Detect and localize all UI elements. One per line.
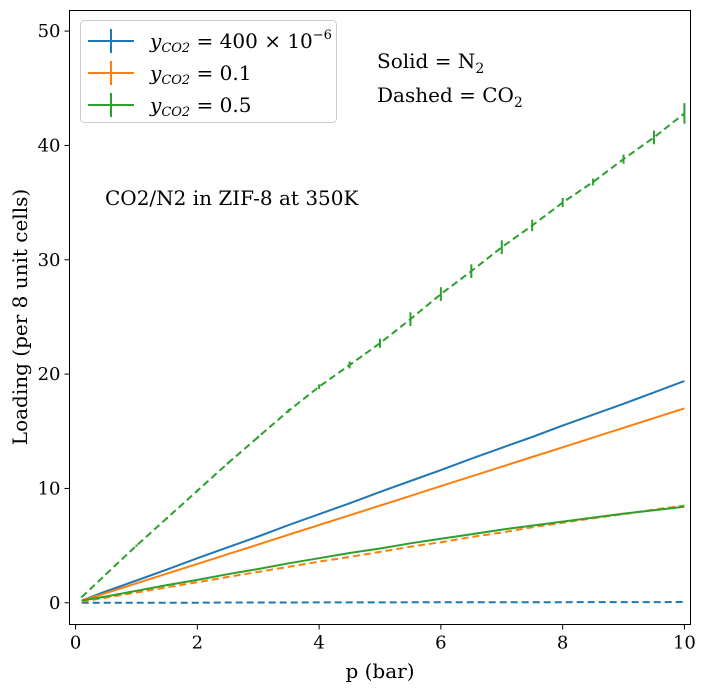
x-axis-label: p (bar) xyxy=(345,659,414,683)
y-tick-label: 10 xyxy=(38,478,61,499)
annotation-system: CO2/N2 in ZIF-8 at 350K xyxy=(105,186,359,210)
ticks-layer: 0 2 4 6 8 10 0 10 20 30 40 50 xyxy=(38,21,696,653)
x-tick-label: 8 xyxy=(557,633,568,654)
x-tick-label: 6 xyxy=(435,633,446,654)
x-tick-label: 2 xyxy=(192,633,203,654)
legend-label: yCO2 = 0.5 xyxy=(149,93,251,120)
series-line-y-co2-0-5-n2 xyxy=(81,505,685,602)
y-tick-label: 0 xyxy=(49,593,60,614)
annotation-solid: Solid = N2 xyxy=(377,49,484,77)
series-line-y-co2-400e-6-n2 xyxy=(81,380,685,602)
x-tick-label: 4 xyxy=(313,633,324,654)
legend-label: yCO2 = 0.1 xyxy=(149,61,251,88)
y-axis-label: Loading (per 8 unit cells) xyxy=(8,189,32,445)
legend: yCO2 = 400 × 10−6 yCO2 = 0.1 yCO2 = 0.5 xyxy=(80,20,337,123)
series-line-y-co2-0-1-co2 xyxy=(81,504,685,603)
y-tick-label: 30 xyxy=(38,250,61,271)
x-tick-label: 10 xyxy=(673,633,696,654)
legend-entry: yCO2 = 400 × 10−6 xyxy=(88,28,332,56)
legend-label: yCO2 = 400 × 10−6 xyxy=(149,28,332,56)
y-tick-label: 40 xyxy=(38,135,61,156)
annotation-dashed: Dashed = CO2 xyxy=(377,83,523,111)
legend-entry: yCO2 = 0.1 xyxy=(88,61,251,88)
y-tick-label: 20 xyxy=(38,364,61,385)
series-line-y-co2-0-1-n2 xyxy=(81,407,685,602)
legend-frame xyxy=(80,20,337,123)
axes-frame xyxy=(69,10,691,625)
series-layer xyxy=(80,103,686,604)
x-tick-label: 0 xyxy=(70,633,81,654)
series-line-y-co2-400e-6-co2 xyxy=(81,601,685,604)
y-tick-label: 50 xyxy=(38,21,61,42)
legend-entry: yCO2 = 0.5 xyxy=(88,93,251,120)
